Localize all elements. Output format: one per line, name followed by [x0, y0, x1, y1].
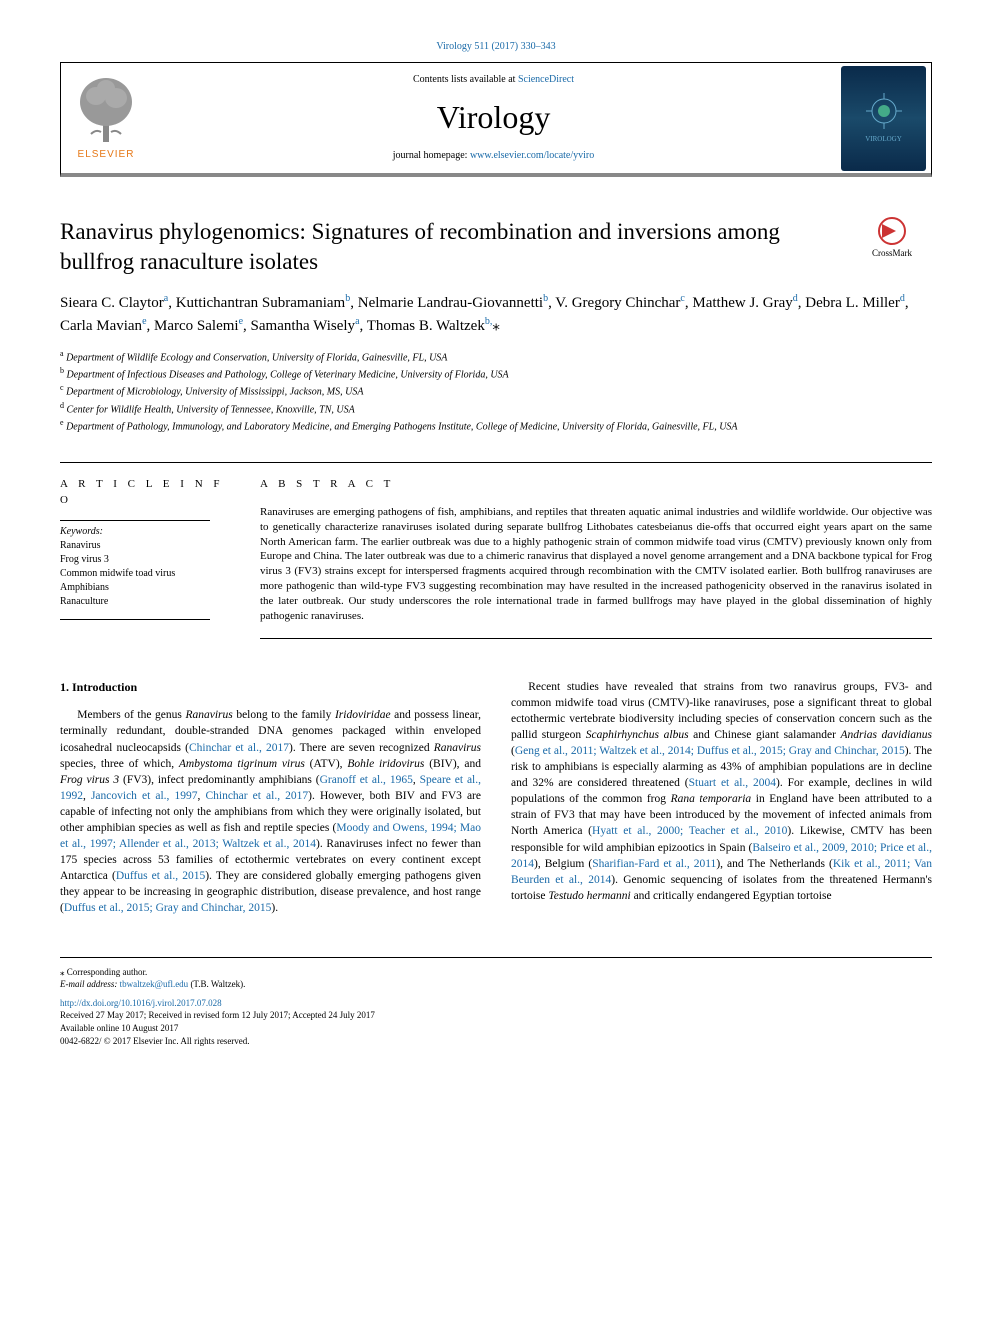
email-suffix: (T.B. Waltzek).	[188, 979, 245, 989]
contents-line: Contents lists available at ScienceDirec…	[151, 73, 836, 87]
keywords-label: Keywords:	[60, 525, 210, 539]
abstract-text: Ranaviruses are emerging pathogens of fi…	[260, 505, 932, 624]
cover-text: VIROLOGY	[864, 91, 904, 145]
journal-header: ELSEVIER Contents lists available at Sci…	[60, 62, 932, 177]
abstract: A B S T R A C T Ranaviruses are emerging…	[260, 463, 932, 638]
affiliations: a Department of Wildlife Ecology and Con…	[60, 348, 932, 435]
virus-icon	[864, 91, 904, 131]
homepage-prefix: journal homepage:	[393, 150, 470, 161]
article-title: Ranavirus phylogenomics: Signatures of r…	[60, 217, 832, 277]
authors: Sieara C. Claytora, Kuttichantran Subram…	[60, 291, 932, 338]
email-line: E-mail address: tbwaltzek@ufl.edu (T.B. …	[60, 978, 932, 991]
received-line: Received 27 May 2017; Received in revise…	[60, 1009, 932, 1022]
available-line: Available online 10 August 2017	[60, 1022, 932, 1035]
paragraph: Recent studies have revealed that strain…	[511, 679, 932, 904]
intro-heading: 1. Introduction	[60, 679, 481, 696]
journal-name: Virology	[151, 95, 836, 140]
footer: ⁎ Corresponding author. E-mail address: …	[60, 957, 932, 1048]
keywords-list: RanavirusFrog virus 3Common midwife toad…	[60, 539, 210, 609]
homepage-link[interactable]: www.elsevier.com/locate/yviro	[470, 150, 594, 161]
page: Virology 511 (2017) 330–343 ELSEVIER Con…	[0, 0, 992, 1087]
elsevier-logo[interactable]: ELSEVIER	[61, 61, 151, 176]
column-left: 1. Introduction Members of the genus Ran…	[60, 679, 481, 917]
elsevier-text: ELSEVIER	[78, 148, 135, 162]
title-row: Ranavirus phylogenomics: Signatures of r…	[60, 217, 932, 277]
crossmark-button[interactable]: CrossMark	[852, 217, 932, 260]
crossmark-icon	[878, 217, 906, 245]
paragraph: Members of the genus Ranavirus belong to…	[60, 707, 481, 916]
article-info-heading: A R T I C L E I N F O	[60, 477, 240, 508]
email-link[interactable]: tbwaltzek@ufl.edu	[120, 979, 189, 989]
email-label: E-mail address:	[60, 979, 120, 989]
header-center: Contents lists available at ScienceDirec…	[151, 73, 836, 164]
journal-cover[interactable]: VIROLOGY	[841, 66, 926, 171]
corresponding-note: ⁎ Corresponding author.	[60, 966, 932, 979]
copyright-line: 0042-6822/ © 2017 Elsevier Inc. All righ…	[60, 1035, 932, 1048]
column-right: Recent studies have revealed that strain…	[511, 679, 932, 917]
crossmark-label: CrossMark	[872, 247, 912, 260]
info-abstract-row: A R T I C L E I N F O Keywords: Ranaviru…	[60, 462, 932, 638]
sciencedirect-link[interactable]: ScienceDirect	[518, 74, 574, 85]
doi-link[interactable]: http://dx.doi.org/10.1016/j.virol.2017.0…	[60, 997, 932, 1010]
citation-link[interactable]: Virology 511 (2017) 330–343	[60, 40, 932, 54]
contents-prefix: Contents lists available at	[413, 74, 518, 85]
article-info: A R T I C L E I N F O Keywords: Ranaviru…	[60, 463, 260, 638]
abstract-heading: A B S T R A C T	[260, 477, 932, 492]
elsevier-tree-icon	[76, 74, 136, 144]
homepage-line: journal homepage: www.elsevier.com/locat…	[151, 149, 836, 163]
cover-label: VIROLOGY	[864, 135, 904, 145]
body-columns: 1. Introduction Members of the genus Ran…	[60, 679, 932, 917]
